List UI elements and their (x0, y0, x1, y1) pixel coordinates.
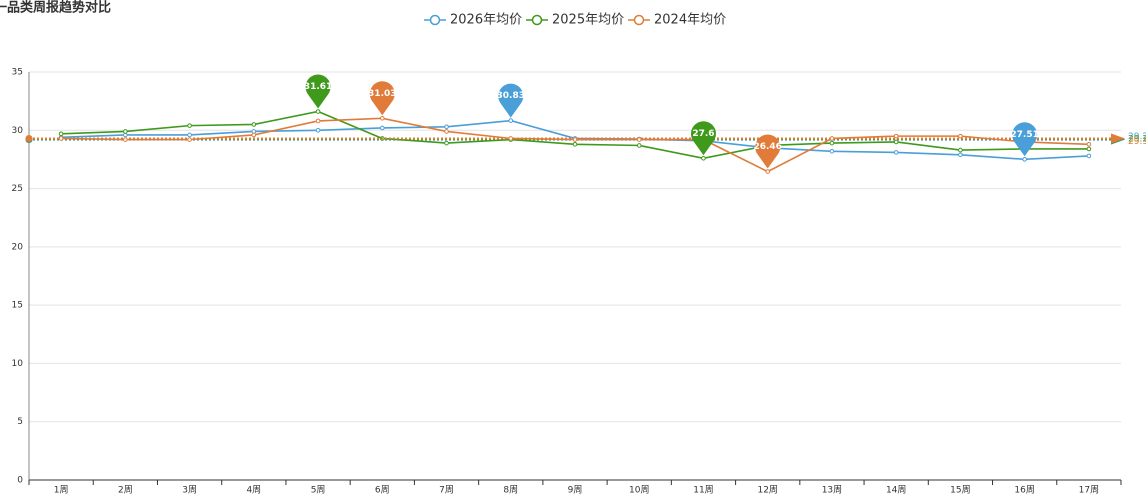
mark-pin-label: 31.03 (368, 89, 396, 99)
data-point (701, 155, 706, 161)
y-tick-label: 30 (12, 126, 24, 136)
data-point (444, 140, 449, 146)
data-point (123, 137, 128, 142)
data-point (572, 137, 578, 142)
data-point (765, 169, 771, 174)
data-point (315, 127, 321, 133)
mark-pin-label: 26.46 (753, 142, 781, 152)
y-tick-label: 20 (12, 242, 24, 252)
y-tick-label: 15 (12, 301, 23, 311)
data-point (58, 131, 64, 137)
x-tick-label: 12周 (757, 485, 777, 494)
data-point (123, 129, 128, 134)
mark-pin (755, 134, 781, 169)
mark-pin-label: 27.6 (692, 129, 714, 139)
data-point (829, 148, 835, 154)
data-point (1086, 141, 1092, 147)
legend-symbol (429, 14, 441, 26)
x-tick-label: 16周 (1014, 485, 1034, 494)
x-tick-label: 2周 (118, 485, 133, 494)
data-point (1086, 153, 1092, 159)
legend-label: 2025年均价 (552, 13, 624, 28)
data-point (829, 140, 835, 146)
mark-pin (690, 121, 716, 156)
data-point (893, 150, 899, 155)
data-point (636, 143, 642, 148)
x-tick-label: 14周 (886, 485, 906, 494)
x-tick-label: 6周 (375, 485, 390, 494)
x-tick-label: 1周 (54, 485, 69, 494)
legend-symbol (633, 14, 645, 26)
x-tick-label: 4周 (246, 485, 261, 494)
average-label: 29.24 (1128, 135, 1146, 145)
data-point (958, 133, 963, 139)
chart-title: 一品类周报趋势对比 (0, 0, 111, 16)
x-tick-label: 10周 (629, 485, 649, 494)
data-point (379, 115, 385, 121)
data-point (829, 136, 835, 141)
mark-pin-label: 30.83 (497, 91, 525, 101)
data-point (893, 139, 899, 145)
data-point (893, 133, 899, 139)
data-point (251, 122, 257, 127)
data-point (379, 125, 385, 131)
x-tick-label: 5周 (311, 485, 326, 494)
data-point (1022, 157, 1027, 162)
y-tick-label: 35 (12, 68, 23, 78)
mark-pin-label: 31.61 (304, 82, 332, 92)
average-label: 29.2 (1128, 132, 1146, 142)
data-point (315, 118, 321, 124)
x-tick-label: 8周 (503, 485, 518, 494)
data-point (508, 118, 514, 123)
y-tick-label: 0 (17, 476, 23, 486)
legend-item: 2025年均价 (526, 13, 624, 28)
data-point (444, 124, 449, 130)
data-point (958, 152, 963, 158)
data-point (187, 137, 192, 142)
legend-item: 2026年均价 (424, 13, 522, 28)
data-point (444, 129, 449, 134)
mark-pin (498, 83, 524, 118)
x-tick-label: 15周 (950, 485, 970, 494)
data-point (315, 109, 321, 114)
x-tick-label: 3周 (182, 485, 197, 494)
average-label: 29.3 (1128, 137, 1146, 147)
x-tick-label: 11周 (693, 485, 713, 494)
legend-symbol (531, 14, 543, 26)
mark-pin (369, 81, 395, 116)
data-point (251, 132, 257, 138)
data-point (58, 136, 64, 141)
legend-item: 2024年均价 (628, 13, 726, 28)
data-point (187, 123, 192, 128)
legend-label: 2026年均价 (450, 13, 522, 28)
data-point (508, 136, 514, 141)
average-arrow (1111, 133, 1125, 144)
data-point (1086, 146, 1092, 152)
data-point (636, 137, 642, 142)
x-tick-label: 7周 (439, 485, 454, 494)
legend-label: 2024年均价 (654, 13, 726, 28)
average-start (25, 134, 33, 142)
mark-pin-label: 27.51 (1010, 130, 1038, 140)
data-point (572, 141, 578, 147)
x-tick-label: 17周 (1079, 485, 1099, 494)
y-tick-label: 10 (12, 359, 24, 369)
data-point (958, 147, 963, 153)
y-tick-label: 5 (17, 417, 23, 427)
mark-pin (305, 74, 331, 109)
x-tick-label: 13周 (822, 485, 842, 494)
series-line (61, 110, 1089, 160)
x-tick-label: 9周 (568, 485, 583, 494)
mark-pin (1012, 122, 1038, 157)
data-point (187, 132, 192, 138)
y-tick-label: 25 (12, 184, 23, 194)
